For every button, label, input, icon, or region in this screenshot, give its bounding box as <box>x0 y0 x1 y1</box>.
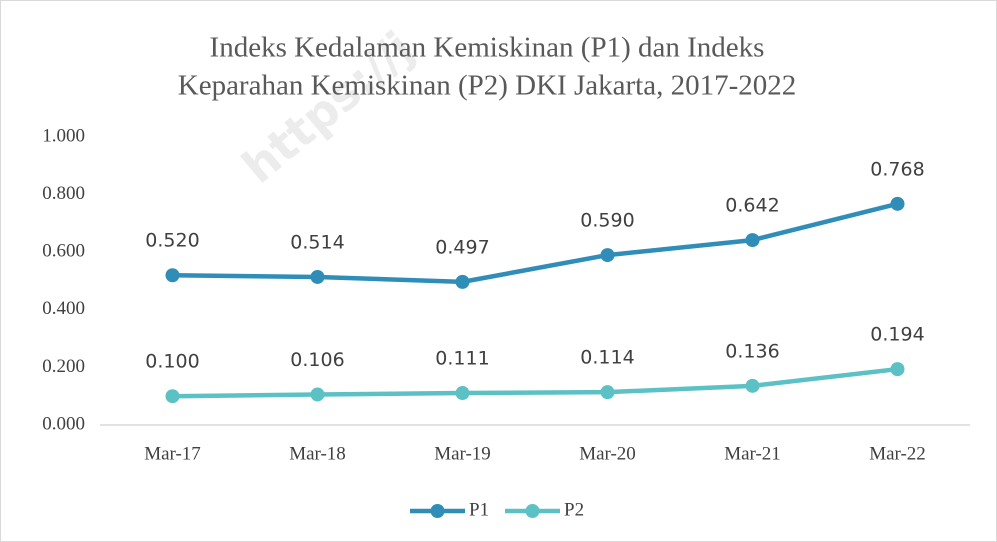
point <box>455 274 470 289</box>
data-label: 0.194 <box>870 324 924 346</box>
point <box>745 378 760 393</box>
y-tick-label: 0.000 <box>42 413 85 434</box>
point <box>745 233 760 248</box>
data-label: 0.111 <box>435 348 489 370</box>
point <box>165 389 180 404</box>
point <box>890 196 905 211</box>
legend-marker <box>430 504 445 518</box>
data-label: 0.497 <box>435 236 489 258</box>
data-label: 0.514 <box>290 231 344 253</box>
chart-title: Indeks Kedalaman Kemiskinan (P1) dan Ind… <box>210 32 765 64</box>
x-tick-label: Mar-17 <box>144 443 201 464</box>
data-label: 0.114 <box>580 347 634 369</box>
y-tick-label: 0.800 <box>42 183 85 204</box>
point <box>890 362 905 377</box>
data-label: 0.642 <box>725 195 779 217</box>
legend-label: P2 <box>564 499 584 520</box>
point <box>600 385 615 400</box>
line-series <box>170 366 900 399</box>
data-label: 0.590 <box>580 210 634 232</box>
x-tick-label: Mar-19 <box>434 443 491 464</box>
x-tick-label: Mar-22 <box>869 443 926 464</box>
point <box>165 268 180 283</box>
legend-label: P1 <box>469 499 489 520</box>
y-tick-label: 0.400 <box>42 298 85 319</box>
data-label: 0.100 <box>145 351 199 373</box>
data-label: 0.520 <box>145 230 199 252</box>
x-tick-label: Mar-18 <box>289 443 346 464</box>
legend-marker <box>525 504 540 518</box>
x-tick-label: Mar-21 <box>724 443 781 464</box>
data-label: 0.768 <box>870 158 924 180</box>
chart-title: Keparahan Kemiskinan (P2) DKI Jakarta, 2… <box>178 70 797 102</box>
data-label: 0.136 <box>725 340 779 362</box>
point <box>455 386 470 401</box>
y-tick-label: 0.600 <box>42 241 85 262</box>
line-series <box>170 201 900 285</box>
y-tick-label: 0.200 <box>42 356 85 377</box>
x-tick-label: Mar-20 <box>579 443 636 464</box>
point <box>600 248 615 263</box>
y-tick-label: 1.000 <box>42 125 85 146</box>
data-label: 0.106 <box>290 349 344 371</box>
point <box>310 269 325 284</box>
point <box>310 387 325 402</box>
